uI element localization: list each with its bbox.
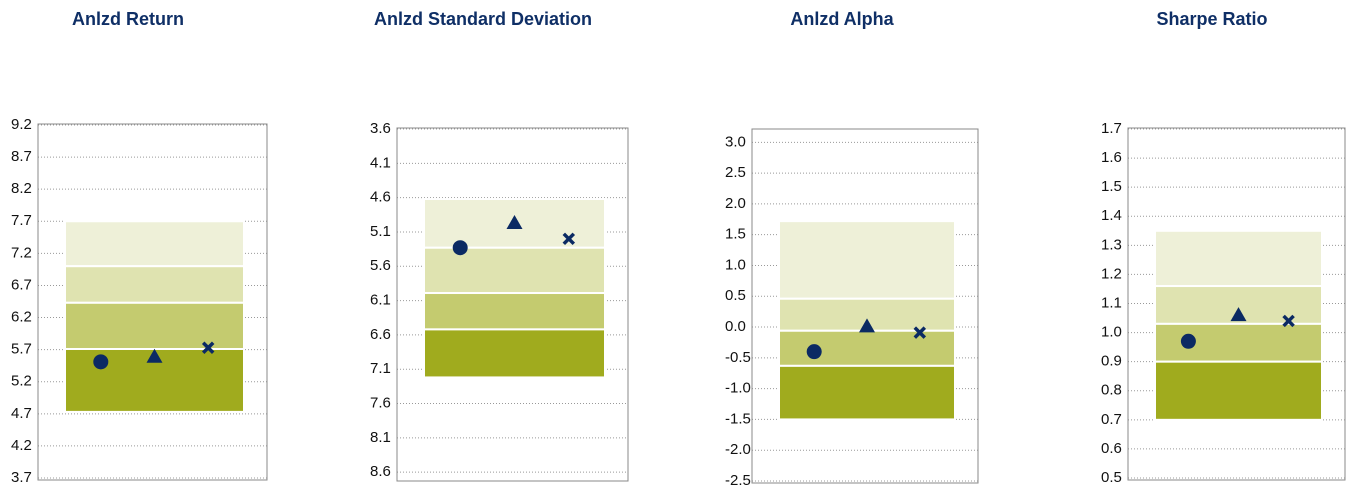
plot-frame: [37, 123, 268, 481]
plot-frame: [1127, 127, 1346, 481]
y-tick-label: -2.0: [725, 441, 751, 458]
y-tick-label: 0.8: [1101, 382, 1122, 399]
y-tick-label: 4.2: [11, 437, 32, 454]
quartile-band: [64, 301, 245, 350]
y-tick-label: 6.6: [370, 326, 391, 343]
marker-circle: [452, 240, 468, 256]
marker-cross: [913, 326, 927, 339]
y-tick-label: 7.7: [11, 212, 32, 229]
y-tick-label: -2.5: [725, 472, 751, 489]
y-tick-label: 4.1: [370, 154, 391, 171]
y-tick-label: 8.7: [11, 148, 32, 165]
y-tick-label: 7.2: [11, 244, 32, 261]
y-tick-label: 0.0: [725, 318, 746, 335]
quartile-band: [778, 364, 956, 421]
y-tick-label: 3.0: [725, 133, 746, 150]
marker-triangle: [1230, 307, 1247, 322]
quartile-band: [778, 329, 956, 367]
y-tick-label: 4.7: [11, 405, 32, 422]
y-tick-label: 7.1: [370, 360, 391, 377]
y-tick-label: 0.6: [1101, 440, 1122, 457]
quartile-band: [423, 328, 606, 379]
quartile-band: [1154, 229, 1323, 288]
y-tick-label: 3.6: [370, 120, 391, 137]
y-tick-label: 1.4: [1101, 207, 1122, 224]
y-tick-label: 1.6: [1101, 149, 1122, 166]
chart-title: Sharpe Ratio: [1156, 9, 1267, 29]
y-tick-label: -1.0: [725, 380, 751, 397]
y-tick-label: 6.1: [370, 292, 391, 309]
y-tick-label: 8.6: [370, 463, 391, 480]
quartile-band: [778, 220, 956, 300]
chart-title: Anlzd Standard Deviation: [374, 9, 592, 29]
y-tick-label: 0.5: [725, 287, 746, 304]
quartile-band: [1154, 360, 1323, 421]
marker-triangle: [859, 318, 875, 333]
y-tick-label: 5.6: [370, 257, 391, 274]
y-tick-label: 5.1: [370, 223, 391, 240]
marker-circle: [93, 354, 109, 370]
y-tick-label: 2.5: [725, 164, 746, 181]
quartile-band: [423, 292, 606, 331]
y-tick-label: 1.5: [1101, 178, 1122, 195]
y-tick-label: -1.5: [725, 410, 751, 427]
y-tick-label: 9.2: [11, 116, 32, 133]
y-tick-label: 1.7: [1101, 120, 1122, 137]
y-tick-label: 1.0: [1101, 324, 1122, 341]
marker-triangle: [506, 215, 523, 230]
y-tick-label: 4.6: [370, 189, 391, 206]
y-tick-label: 1.5: [725, 226, 746, 243]
y-tick-label: 8.2: [11, 180, 32, 197]
y-tick-label: 1.2: [1101, 265, 1122, 282]
quartile-band: [64, 220, 245, 268]
plot-frame: [396, 127, 629, 482]
quartile-band: [423, 246, 606, 295]
y-tick-label: 8.1: [370, 429, 391, 446]
y-tick-label: 0.5: [1101, 469, 1122, 486]
marker-circle: [806, 344, 822, 360]
y-tick-label: 1.3: [1101, 236, 1122, 253]
marker-triangle: [146, 348, 163, 363]
plot-frame: [751, 128, 979, 484]
chart-title: Anlzd Alpha: [790, 9, 894, 29]
marker-circle: [1180, 333, 1196, 349]
quartile-band: [1154, 322, 1323, 363]
marker-cross: [1282, 314, 1295, 328]
chart-title: Anlzd Return: [72, 9, 184, 29]
y-tick-label: -0.5: [725, 349, 751, 366]
y-tick-label: 5.7: [11, 341, 32, 358]
quartile-band: [64, 265, 245, 304]
marker-cross: [562, 232, 576, 246]
y-tick-label: 6.7: [11, 276, 32, 293]
y-tick-label: 5.2: [11, 373, 32, 390]
y-tick-label: 1.1: [1101, 294, 1122, 311]
y-tick-label: 7.6: [370, 394, 391, 411]
y-tick-label: 0.9: [1101, 353, 1122, 370]
y-tick-label: 6.2: [11, 309, 32, 326]
y-tick-label: 1.0: [725, 256, 746, 273]
y-tick-label: 3.7: [11, 469, 32, 486]
marker-cross: [201, 341, 215, 354]
y-tick-label: 2.0: [725, 195, 746, 212]
y-tick-label: 0.7: [1101, 411, 1122, 428]
